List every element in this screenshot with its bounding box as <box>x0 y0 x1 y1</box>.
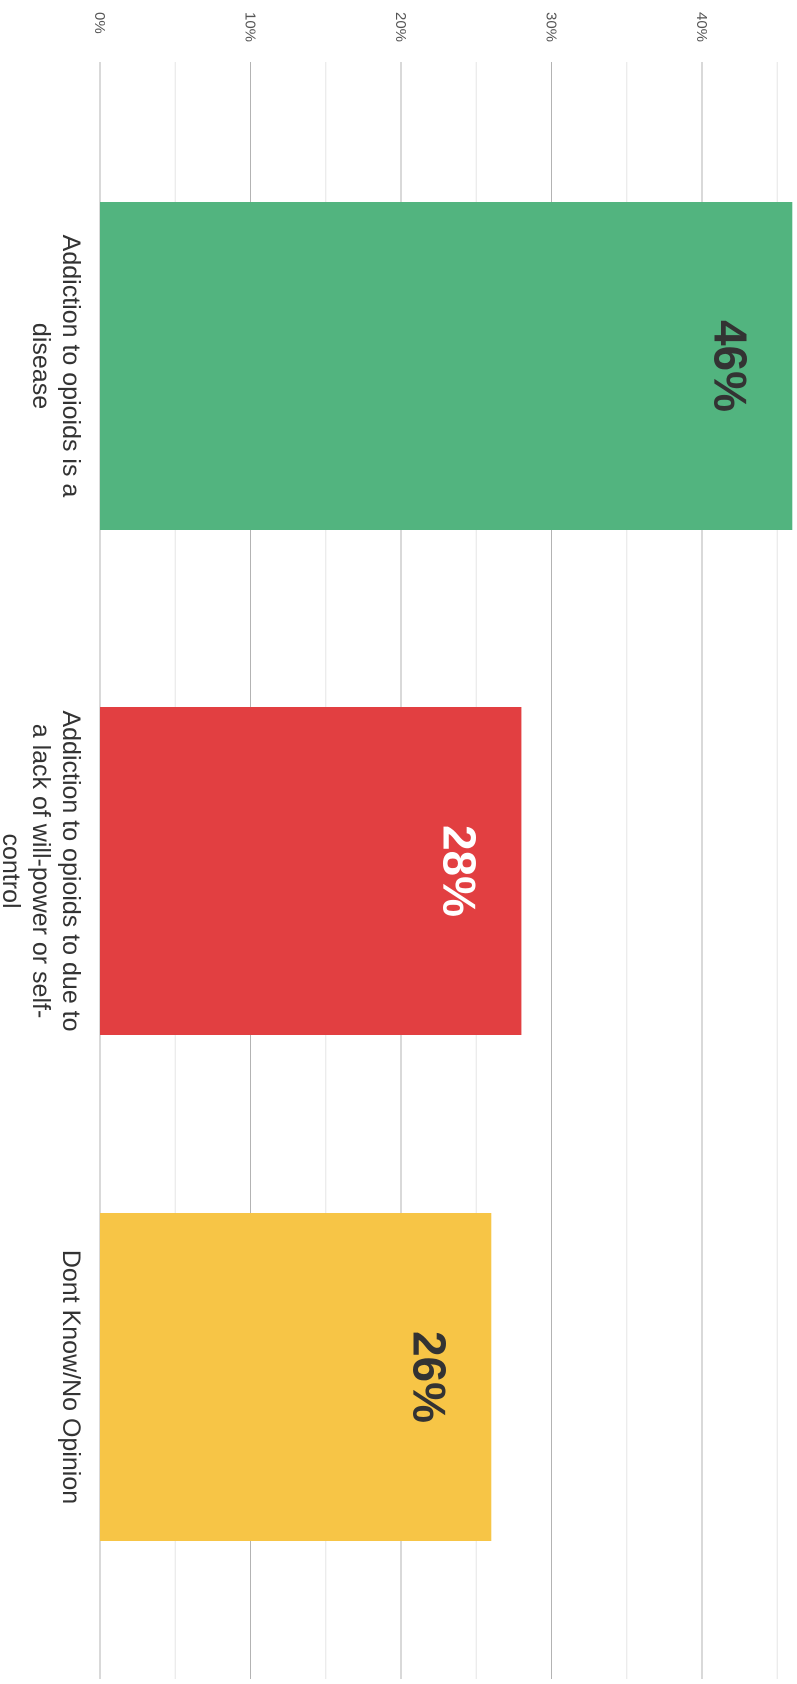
value-label-2: 26% <box>403 1331 455 1423</box>
category-label-0-line-1: disease <box>27 323 55 409</box>
category-label-2-line-0: Dont Know/No Opinion <box>57 1250 85 1504</box>
bar-0 <box>100 202 793 530</box>
tick-label-0: 0% <box>91 12 108 34</box>
bar-1 <box>100 707 522 1035</box>
tick-label-4: 40% <box>693 12 710 42</box>
value-labels: 46% 28% 26% <box>403 320 756 1423</box>
value-label-0: 46% <box>704 320 756 412</box>
bars-layer <box>100 202 793 1541</box>
category-label-1-line-0: Addiction to opioids to due to <box>57 710 85 1031</box>
bar-2 <box>100 1213 492 1541</box>
tick-label-2: 20% <box>392 12 409 42</box>
tick-label-1: 10% <box>242 12 259 42</box>
category-label-0-line-0: Addiction to opioids is a <box>57 235 85 498</box>
value-label-1: 28% <box>433 825 485 917</box>
tick-labels: 0% 10% 20% 30% 40% <box>91 12 710 42</box>
tick-label-3: 30% <box>543 12 560 42</box>
category-label-1-line-1: a lack of will-power or self- <box>27 724 55 1019</box>
category-label-1-line-2: control <box>0 833 25 908</box>
